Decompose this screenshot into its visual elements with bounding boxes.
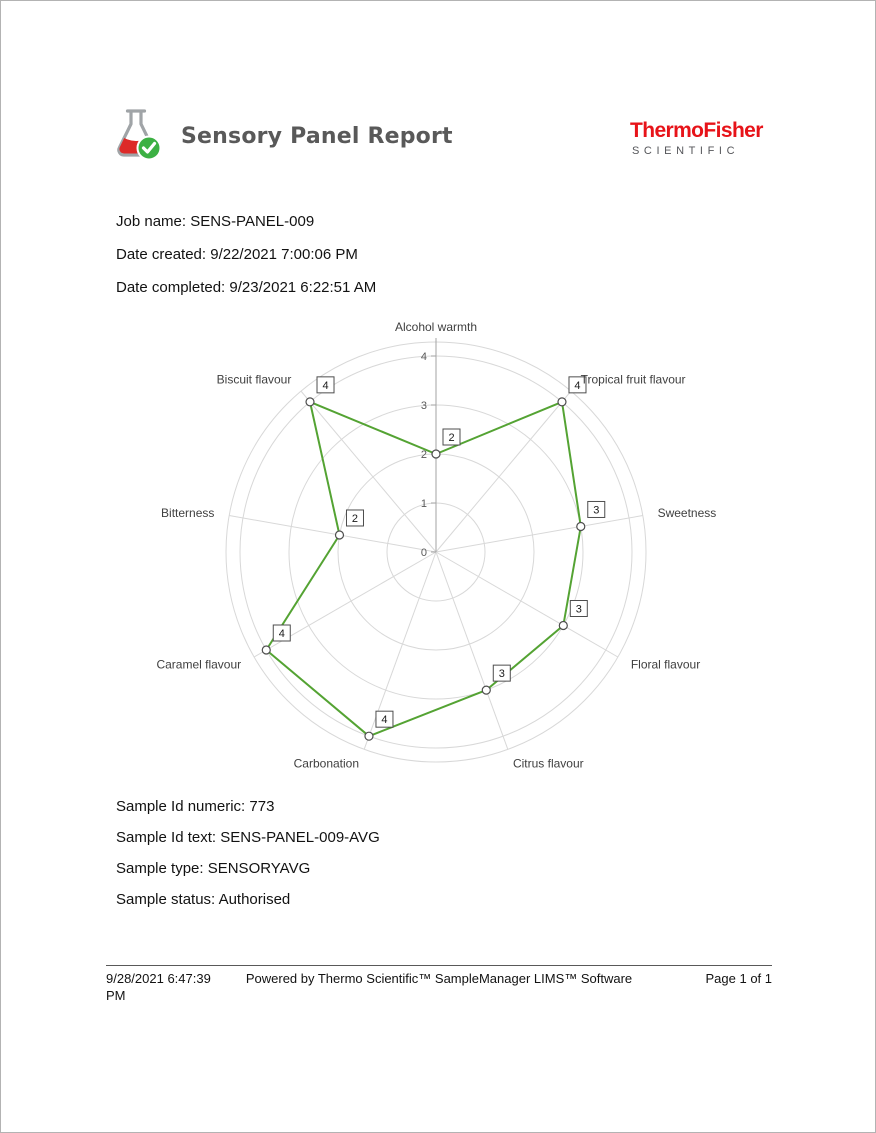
grid-spoke xyxy=(435,390,572,553)
grid-spoke xyxy=(300,390,437,553)
data-point-label-box xyxy=(316,376,335,394)
data-point-marker xyxy=(431,449,441,459)
date-completed-value: 9/23/2021 6:22:51 AM xyxy=(229,279,377,296)
brand-name: ThermoFisher xyxy=(630,119,763,142)
category-label: Alcohol warmth xyxy=(395,320,477,334)
data-point-label-box xyxy=(492,664,511,682)
job-name-label: Job name: xyxy=(116,213,187,230)
thermofisher-logo: ThermoFisher SCIENTIFIC xyxy=(630,119,763,157)
footer-powered-by: Powered by Thermo Scientific™ SampleMana… xyxy=(245,971,633,986)
data-point-label-box xyxy=(345,509,364,527)
job-name-value: SENS-PANEL-009 xyxy=(190,213,315,230)
grid-spoke xyxy=(435,515,643,553)
footer-page-number: Page 1 of 1 xyxy=(705,971,773,986)
sample-type-value: SENSORYAVG xyxy=(207,860,311,877)
category-label: Bitterness xyxy=(161,506,214,520)
sample-id-numeric-line: Sample Id numeric: 773 xyxy=(116,797,380,816)
data-point-label: 3 xyxy=(499,668,505,680)
data-point-label-box xyxy=(568,376,587,394)
data-point-label-box xyxy=(442,428,461,446)
data-point-label: 3 xyxy=(593,504,599,516)
sample-id-text-value: SENS-PANEL-009-AVG xyxy=(220,829,380,846)
axis-tick-label: 0 xyxy=(421,547,427,559)
date-created-label: Date created: xyxy=(116,246,207,263)
job-name-line: Job name: SENS-PANEL-009 xyxy=(116,212,376,231)
date-completed-line: Date completed: 9/23/2021 6:22:51 AM xyxy=(116,278,376,297)
date-created-value: 9/22/2021 7:00:06 PM xyxy=(210,246,358,263)
sample-id-numeric-label: Sample Id numeric: xyxy=(116,798,246,815)
page-title: Sensory Panel Report xyxy=(181,124,453,149)
sample-status-label: Sample status: xyxy=(116,891,216,908)
data-point-label: 4 xyxy=(381,714,387,726)
category-label: Floral flavour xyxy=(631,658,700,672)
axis-tick-label: 4 xyxy=(421,351,427,363)
data-point-label-box xyxy=(272,624,291,642)
category-label: Biscuit flavour xyxy=(217,373,292,387)
grid-spoke xyxy=(435,551,509,750)
category-label: Carbonation xyxy=(294,756,359,770)
footer-timestamp: 9/28/2021 6:47:39 PM xyxy=(106,971,211,1003)
data-point-marker xyxy=(481,685,491,695)
brand-tagline: SCIENTIFIC xyxy=(632,145,740,157)
data-point-label: 4 xyxy=(279,628,285,640)
data-point-marker xyxy=(334,530,345,540)
data-point-label: 4 xyxy=(322,380,328,392)
category-label: Tropical fruit flavour xyxy=(581,373,686,387)
flask-check-icon xyxy=(117,109,162,161)
data-point-marker xyxy=(576,521,586,532)
sample-status-value: Authorised xyxy=(218,891,291,908)
axis-tick-label: 3 xyxy=(421,400,427,412)
sample-type-label: Sample type: xyxy=(116,860,204,877)
axis-tick-label: 2 xyxy=(421,449,427,461)
data-point-label-box xyxy=(587,500,606,518)
axis-tick-label: 1 xyxy=(421,498,427,510)
data-point-label: 2 xyxy=(448,432,454,444)
sample-id-text-label: Sample Id text: xyxy=(116,829,217,846)
data-point-marker xyxy=(305,397,315,407)
sample-info-section: Sample Id numeric: 773 Sample Id text: S… xyxy=(116,797,380,921)
data-point-label-box xyxy=(375,710,394,728)
category-label: Sweetness xyxy=(658,506,717,520)
sample-id-text-line: Sample Id text: SENS-PANEL-009-AVG xyxy=(116,828,380,847)
category-label: Citrus flavour xyxy=(513,756,584,770)
data-point-label: 4 xyxy=(574,380,580,392)
grid-spoke xyxy=(229,515,437,553)
data-point-marker xyxy=(261,645,271,655)
date-created-line: Date created: 9/22/2021 7:00:06 PM xyxy=(116,245,376,264)
data-point-label: 2 xyxy=(352,513,358,525)
category-label: Caramel flavour xyxy=(156,658,241,672)
sample-status-line: Sample status: Authorised xyxy=(116,890,380,909)
radar-chart: 0 1 2 3 4 2 4 3 3 3 4 4 2 4 Alcohol warmth Tropical fru… xyxy=(156,320,717,770)
grid-spoke xyxy=(363,551,437,750)
grid-spoke xyxy=(435,551,619,658)
data-point-marker xyxy=(364,731,374,741)
series-polygon xyxy=(265,400,582,738)
data-point-marker xyxy=(557,397,567,407)
data-point-marker xyxy=(558,620,568,631)
sample-id-numeric-value: 773 xyxy=(249,798,275,815)
date-completed-label: Date completed: xyxy=(116,279,226,296)
check-icon xyxy=(141,141,157,154)
data-point-label-box xyxy=(569,600,588,617)
job-info-section: Job name: SENS-PANEL-009 Date created: 9… xyxy=(116,212,376,311)
sample-type-line: Sample type: SENSORYAVG xyxy=(116,859,380,878)
data-point-label: 3 xyxy=(576,604,582,616)
report-footer: 9/28/2021 6:47:39 PM Powered by Thermo S… xyxy=(106,965,772,1005)
